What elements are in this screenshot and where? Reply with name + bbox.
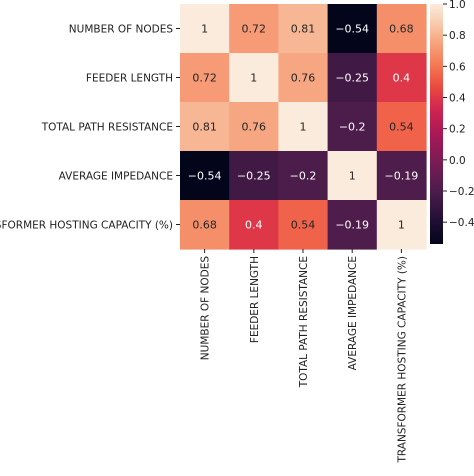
cell-value-label: 1 bbox=[300, 121, 307, 134]
row-tick-label: TRANSFORMER HOSTING CAPACITY (%) bbox=[0, 220, 173, 232]
row-tick-label: TOTAL PATH RESISTANCE bbox=[41, 122, 173, 134]
heatmap-cell bbox=[278, 4, 329, 54]
cell-value-label: 1 bbox=[201, 23, 208, 36]
colorbar-tick-label: 0.4 bbox=[449, 93, 466, 105]
heatmap-cell bbox=[180, 4, 230, 54]
column-tick-label: TOTAL PATH RESISTANCE bbox=[298, 256, 310, 388]
colorbar-tick-label: 0.2 bbox=[449, 124, 466, 136]
column-tick-labels: NUMBER OF NODES FEEDER LENGTH TOTAL PATH R… bbox=[200, 249, 408, 464]
cell-value-label: 0.68 bbox=[389, 23, 414, 36]
cell-value-label: −0.2 bbox=[339, 121, 366, 134]
heatmap-cell bbox=[376, 200, 427, 250]
cell-value-label: −0.54 bbox=[188, 170, 222, 183]
heatmap-cell bbox=[327, 102, 378, 152]
colorbar-ticks: 1.0 0.8 0.6 0.4 0.2 0.0 −0.2 −0.4 bbox=[443, 0, 474, 229]
colorbar-tick-label: 0.0 bbox=[449, 155, 466, 167]
colorbar-tick-label: −0.4 bbox=[449, 217, 474, 229]
heatmap-cell bbox=[229, 4, 279, 54]
row-tick-labels: NUMBER OF NODES FEEDER LENGTH TOTAL PATH R… bbox=[0, 24, 180, 232]
colorbar-tick-label: 0.8 bbox=[449, 30, 466, 42]
column-tick-label: AVERAGE IMPEDANCE bbox=[347, 256, 359, 370]
cell-value-label: 1 bbox=[349, 170, 356, 183]
row-tick-label: NUMBER OF NODES bbox=[69, 24, 174, 36]
heatmap-cell bbox=[376, 151, 427, 201]
heatmap-cell bbox=[229, 102, 279, 152]
cell-value-label: 0.54 bbox=[389, 121, 414, 134]
heatmap-cell bbox=[327, 151, 378, 201]
cell-value-label: −0.19 bbox=[335, 219, 369, 232]
cell-value-label: 0.76 bbox=[291, 72, 316, 85]
row-tick-label: FEEDER LENGTH bbox=[86, 73, 173, 85]
heatmap-cell bbox=[229, 151, 279, 201]
heatmap-cell bbox=[180, 102, 230, 152]
heatmap-cell bbox=[278, 53, 329, 103]
column-tick-label: TRANSFORMER HOSTING CAPACITY (%) bbox=[396, 256, 408, 464]
colorbar bbox=[430, 4, 443, 244]
heatmap-cell bbox=[278, 102, 329, 152]
heatmap-cell bbox=[229, 200, 279, 250]
heatmap-cell bbox=[278, 200, 329, 250]
cell-value-label: −0.25 bbox=[335, 72, 369, 85]
cell-value-label: −0.2 bbox=[290, 170, 317, 183]
cell-value-label: 0.4 bbox=[393, 72, 411, 85]
cell-value-label: −0.25 bbox=[237, 170, 271, 183]
colorbar-tick-label: 0.6 bbox=[449, 61, 466, 73]
cell-value-label: 0.54 bbox=[291, 219, 316, 232]
heatmap-cell bbox=[327, 4, 378, 54]
heatmap-cell bbox=[278, 151, 329, 201]
cell-value-label: 1 bbox=[250, 72, 257, 85]
cell-value-label: 0.4 bbox=[245, 219, 263, 232]
column-tick-label: FEEDER LENGTH bbox=[249, 256, 261, 343]
cell-value-label: −0.54 bbox=[335, 23, 369, 36]
cell-value-label: 0.81 bbox=[192, 121, 217, 134]
heatmap-cell bbox=[376, 102, 427, 152]
cell-value-label: 0.81 bbox=[291, 23, 316, 36]
heatmap-cell bbox=[327, 53, 378, 103]
heatmap-cell bbox=[229, 53, 279, 103]
heatmap-cell bbox=[180, 200, 230, 250]
cell-value-label: −0.19 bbox=[385, 170, 419, 183]
cell-value-label: 1 bbox=[398, 219, 405, 232]
colorbar-tick-label: 1.0 bbox=[449, 0, 466, 11]
cell-value-label: 0.72 bbox=[242, 23, 267, 36]
heatmap-cells: 1 0.72 0.81 −0.54 0.68 0.72 1 0.76 −0.25 0.4 0.81 0… bbox=[180, 4, 427, 250]
colorbar-tick-label: −0.2 bbox=[449, 186, 474, 198]
heatmap-cell bbox=[327, 200, 378, 250]
heatmap-cell bbox=[180, 151, 230, 201]
row-tick-label: AVERAGE IMPEDANCE bbox=[59, 171, 173, 183]
column-tick-label: NUMBER OF NODES bbox=[200, 256, 212, 361]
cell-value-label: 0.72 bbox=[192, 72, 217, 85]
cell-value-label: 0.76 bbox=[242, 121, 267, 134]
heatmap-cell bbox=[180, 53, 230, 103]
cell-value-label: 0.68 bbox=[192, 219, 217, 232]
heatmap-cell bbox=[376, 4, 427, 54]
heatmap-cell bbox=[376, 53, 427, 103]
